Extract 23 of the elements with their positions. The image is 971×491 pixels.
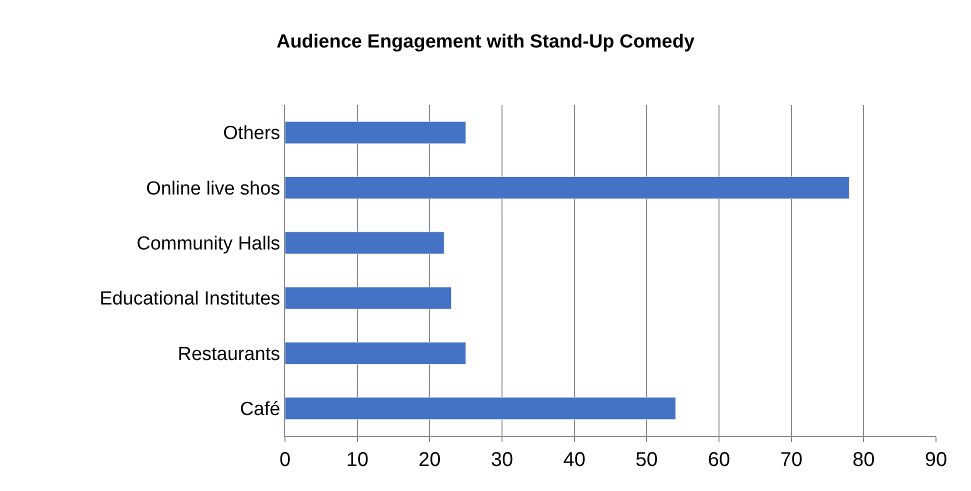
x-tick-label: 60 (708, 449, 730, 471)
x-tick-label: 70 (780, 449, 802, 471)
bar (285, 121, 466, 144)
x-tick-label: 0 (279, 449, 291, 471)
y-tick-label: Community Halls (136, 234, 280, 255)
x-tick-label: 30 (490, 449, 514, 471)
y-tick-label: Restaurants (178, 344, 280, 365)
y-tick-label: Educational Institutes (100, 288, 280, 310)
y-tick-label: Online live shos (146, 178, 280, 200)
bar (285, 342, 466, 365)
y-tick-label: Café (240, 399, 280, 420)
x-tick-label: 80 (852, 449, 875, 471)
x-tick-label: 10 (346, 449, 368, 471)
bar (285, 232, 444, 254)
x-tick-label: 90 (924, 449, 948, 471)
x-tick-label: 20 (418, 449, 441, 471)
y-tick-label: Others (223, 123, 280, 144)
chart-title: Audience Engagement with Stand-Up Comedy (276, 32, 695, 53)
bar (285, 286, 452, 310)
bar (285, 176, 850, 200)
x-tick-label: 40 (563, 449, 586, 471)
x-tick-label: 50 (636, 449, 658, 471)
bar (285, 397, 676, 420)
